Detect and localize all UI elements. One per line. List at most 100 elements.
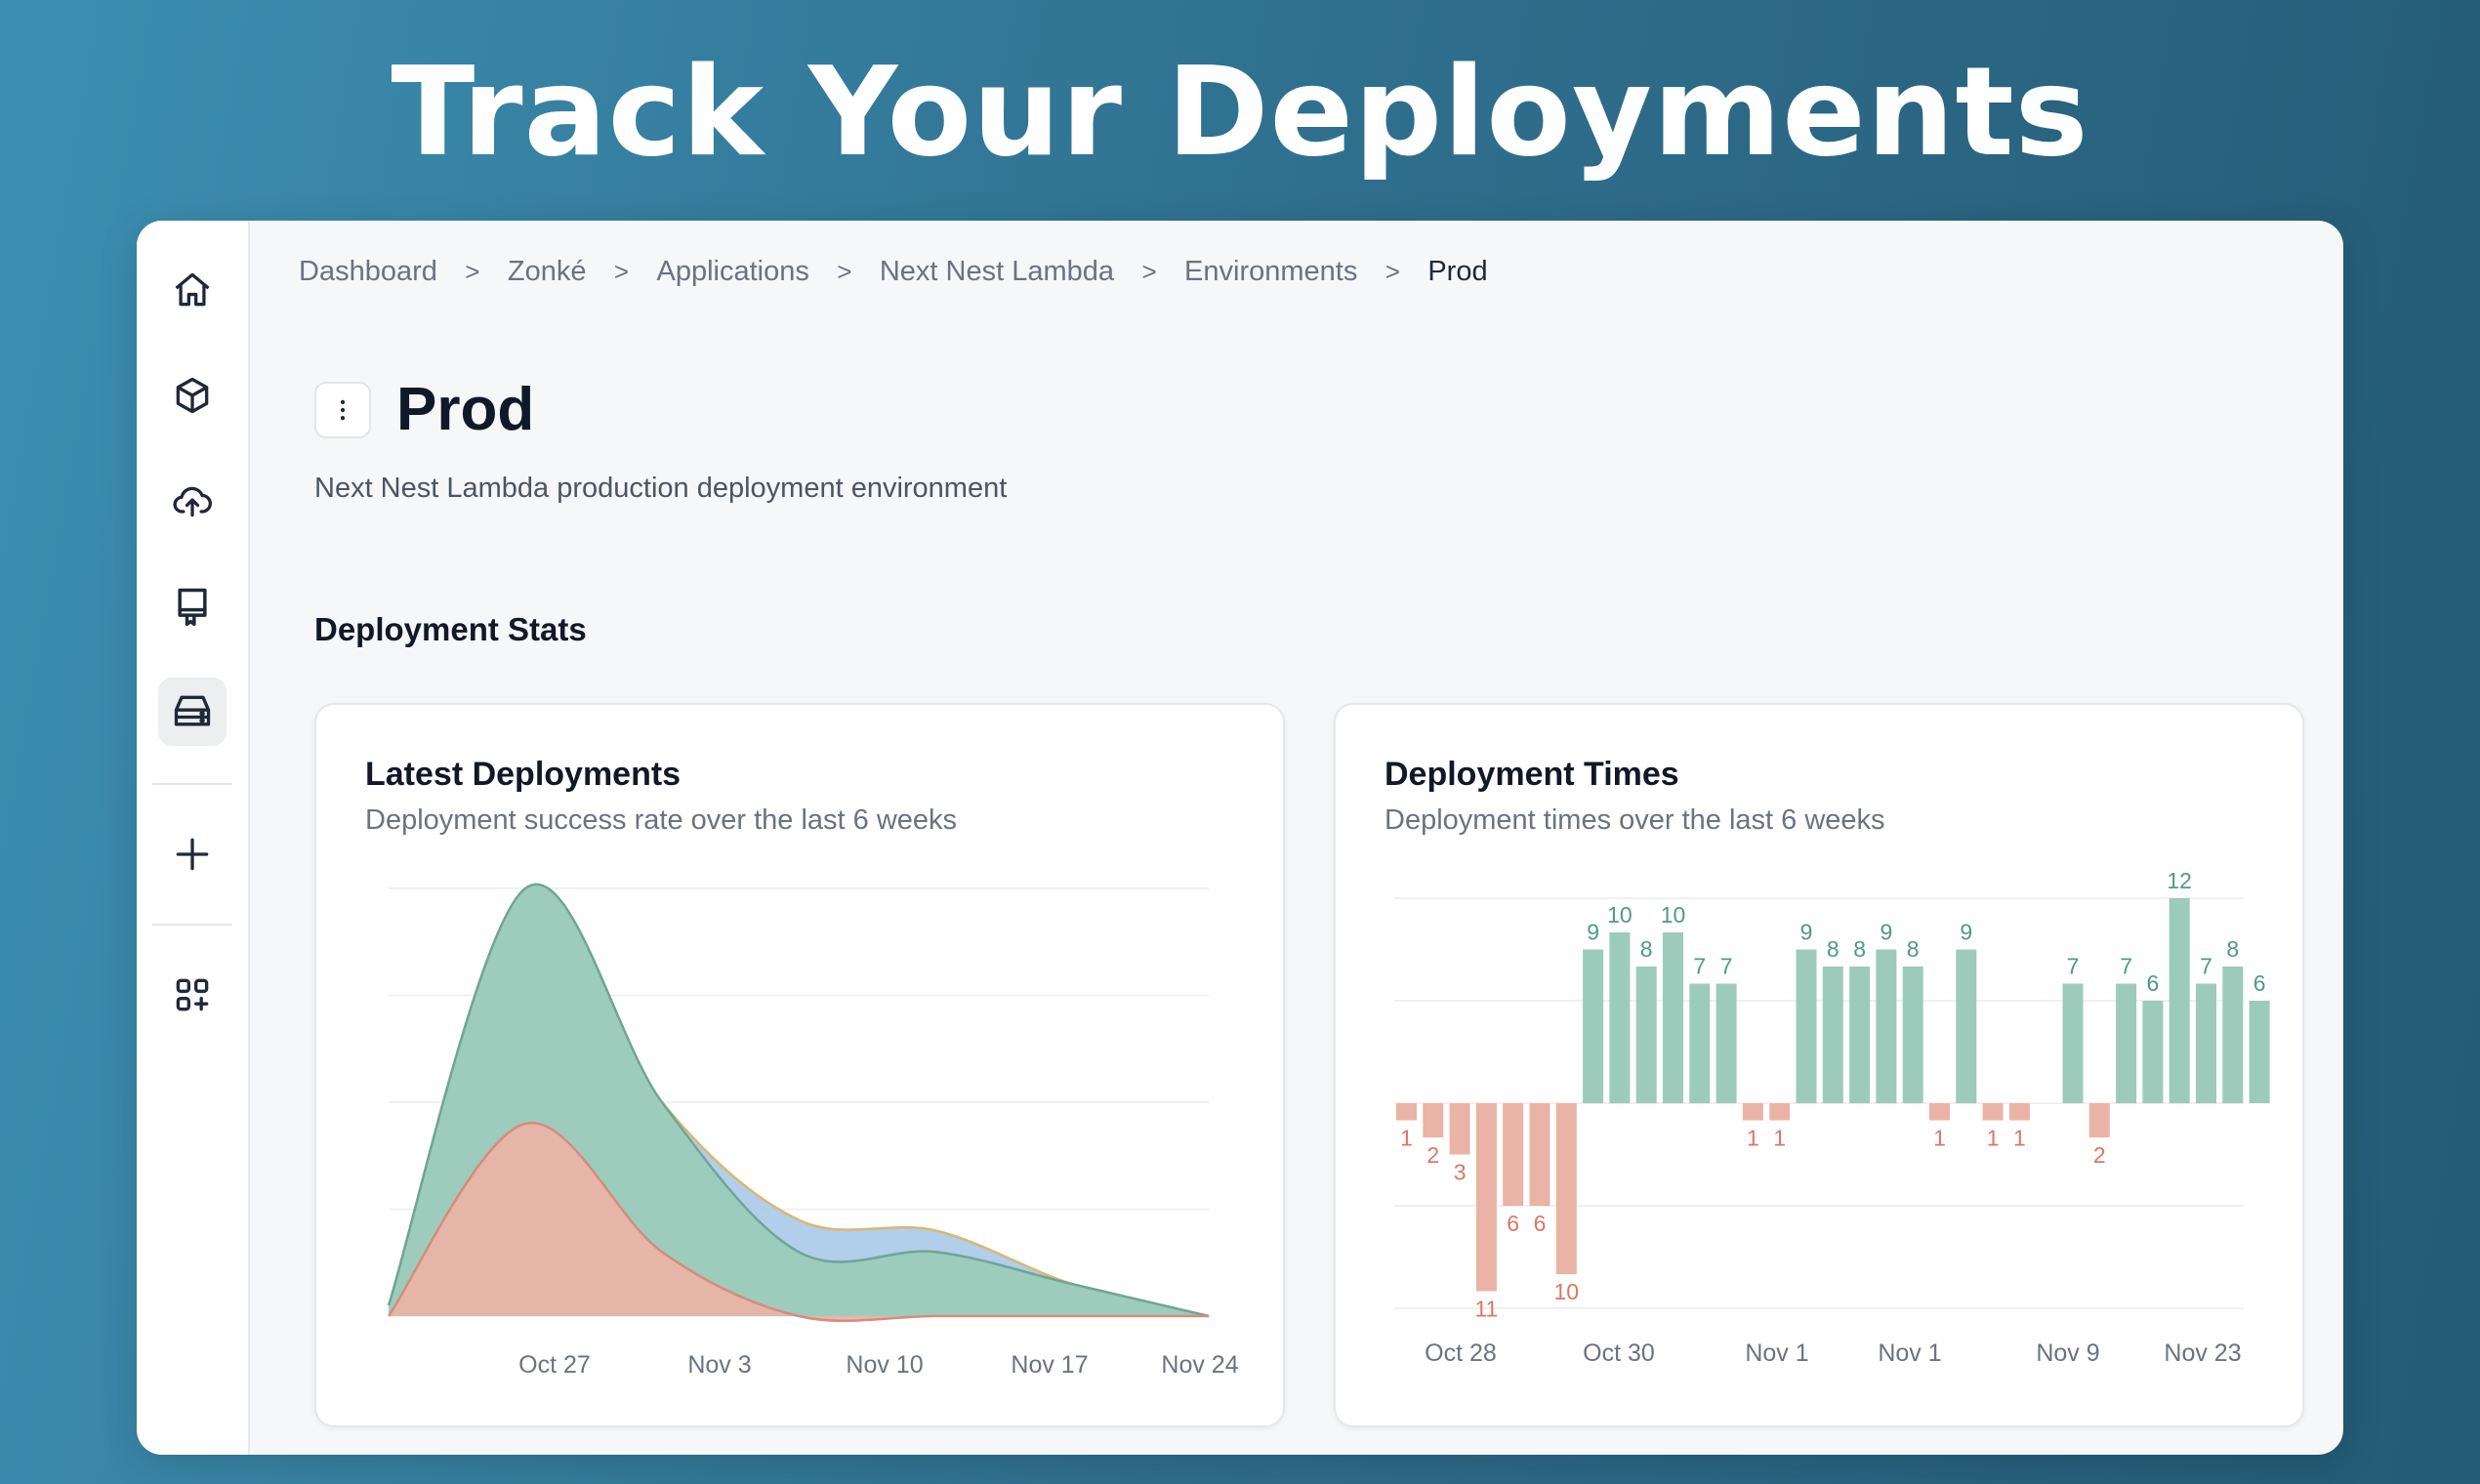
- cloud-upload-icon: [173, 486, 212, 517]
- bar-value-label: 6: [2253, 970, 2266, 996]
- deployment-bar[interactable]: [2008, 1103, 2030, 1121]
- deployment-bar[interactable]: [1902, 967, 1923, 1103]
- breadcrumb-separator: >: [465, 257, 480, 286]
- page-title: Prod: [396, 376, 535, 443]
- deployment-bar[interactable]: [2222, 967, 2244, 1103]
- breadcrumb-item-application[interactable]: Next Nest Lambda: [879, 256, 1115, 287]
- bar-value-label: 3: [1454, 1160, 1467, 1185]
- deployment-bar[interactable]: [1663, 932, 1683, 1103]
- x-tick-label: Nov 17: [1011, 1351, 1088, 1379]
- deployment-bar[interactable]: [1583, 949, 1604, 1104]
- sidebar-item-integrations[interactable]: [158, 961, 227, 1029]
- x-tick-label: Nov 10: [846, 1351, 923, 1379]
- deployment-bar[interactable]: [2169, 898, 2190, 1103]
- x-tick-label: Oct 27: [518, 1351, 591, 1379]
- deployment-bar[interactable]: [1555, 1103, 1577, 1274]
- breadcrumb-separator: >: [1141, 257, 1157, 286]
- area-series-success-line: [387, 883, 1210, 1318]
- deployment-bar[interactable]: [1929, 1103, 1950, 1121]
- sidebar-divider: [152, 924, 232, 926]
- breadcrumb-item-environments[interactable]: Environments: [1184, 256, 1358, 287]
- bar-value-label: 8: [2226, 936, 2239, 962]
- deployment-bar[interactable]: [1475, 1103, 1497, 1292]
- deployment-bar[interactable]: [1396, 1103, 1417, 1121]
- bar-value-label: 6: [1534, 1211, 1547, 1236]
- sidebar-item-deployments[interactable]: [158, 467, 227, 535]
- sidebar-divider: [152, 783, 232, 785]
- deployment-bar[interactable]: [1822, 967, 1843, 1103]
- bar-value-label: 1: [2013, 1126, 2026, 1151]
- sidebar-item-applications[interactable]: [158, 361, 227, 430]
- deployment-bar[interactable]: [1635, 967, 1657, 1103]
- x-tick-label: Nov 3: [687, 1351, 751, 1379]
- section-title: Deployment Stats: [314, 611, 587, 647]
- box-icon: [176, 377, 209, 414]
- deployment-bar[interactable]: [1742, 1103, 1763, 1121]
- bar-value-label: 9: [1800, 920, 1813, 945]
- card-subtitle: Deployment success rate over the last 6 …: [365, 804, 958, 836]
- bar-value-label: 9: [1881, 920, 1893, 945]
- deployment-bar[interactable]: [1849, 967, 1871, 1103]
- breadcrumb: Dashboard > Zonké > Applications > Next …: [299, 256, 1488, 288]
- deployment-bar[interactable]: [2088, 1103, 2110, 1137]
- breadcrumb-separator: >: [613, 257, 630, 286]
- bar-value-label: 7: [2120, 954, 2132, 979]
- x-tick-label: Nov 1: [1745, 1340, 1808, 1367]
- bar-value-label: 10: [1607, 902, 1633, 928]
- bar-value-label: 7: [1720, 954, 1733, 979]
- card-title: Deployment Times: [1385, 756, 1679, 793]
- deployment-bar[interactable]: [2249, 1001, 2270, 1103]
- deployment-bar[interactable]: [1796, 949, 1817, 1104]
- deployment-bar[interactable]: [1423, 1103, 1444, 1137]
- bar-value-label: 8: [1827, 936, 1839, 962]
- deployment-bar[interactable]: [1876, 949, 1897, 1104]
- sidebar-item-home[interactable]: [158, 256, 227, 324]
- deployment-bar[interactable]: [2062, 983, 2084, 1104]
- bar-value-label: 1: [1987, 1126, 2000, 1151]
- bar-value-label: 10: [1554, 1279, 1580, 1304]
- bar-value-label: 8: [1640, 936, 1653, 962]
- bar-value-label: 2: [1426, 1142, 1439, 1168]
- deployment-bar[interactable]: [1982, 1103, 2004, 1121]
- sidebar-item-repositories[interactable]: [158, 572, 227, 640]
- server-icon: [174, 695, 211, 726]
- x-tick-label: Nov 1: [1878, 1340, 1941, 1367]
- breadcrumb-item-applications[interactable]: Applications: [656, 256, 809, 287]
- bar-value-label: 1: [1773, 1126, 1786, 1151]
- bar-value-label: 7: [1693, 954, 1706, 979]
- deployment-bar[interactable]: [1715, 983, 1737, 1104]
- apps-add-icon: [176, 978, 209, 1011]
- deployment-bar[interactable]: [2116, 983, 2137, 1104]
- breadcrumb-item-dashboard[interactable]: Dashboard: [299, 256, 437, 287]
- deployment-times-card: Deployment Times Deployment times over t…: [1334, 703, 2304, 1427]
- x-tick-label: Nov 9: [2036, 1340, 2099, 1367]
- breadcrumb-item-current: Prod: [1427, 256, 1488, 287]
- more-options-button[interactable]: [314, 381, 371, 438]
- more-vertical-icon: [340, 399, 346, 420]
- deployment-bar[interactable]: [1956, 949, 1977, 1104]
- deployment-bar[interactable]: [1529, 1103, 1550, 1206]
- bar-value-label: 2: [2093, 1142, 2106, 1168]
- deployment-bar[interactable]: [1769, 1103, 1791, 1121]
- sidebar-item-add[interactable]: [158, 820, 227, 888]
- home-icon: [175, 272, 210, 307]
- app-window: Dashboard > Zonké > Applications > Next …: [137, 221, 2343, 1455]
- breadcrumb-separator: >: [1385, 257, 1400, 286]
- deployment-bar[interactable]: [1449, 1103, 1470, 1155]
- deployment-bar[interactable]: [2142, 1001, 2164, 1103]
- deployment-bar[interactable]: [1609, 932, 1631, 1103]
- bar-value-label: 8: [1853, 936, 1866, 962]
- area-series-failure-line: [387, 1122, 1209, 1323]
- deployment-bar[interactable]: [2196, 983, 2216, 1104]
- deployment-bar[interactable]: [1503, 1103, 1524, 1206]
- main-content: Dashboard > Zonké > Applications > Next …: [250, 221, 2343, 1455]
- bar-value-label: 12: [2167, 868, 2192, 893]
- x-tick-label: Nov 24: [1161, 1351, 1238, 1379]
- plus-icon: [176, 838, 209, 871]
- bar-value-label: 7: [2200, 954, 2212, 979]
- deployment-bar[interactable]: [1689, 983, 1711, 1104]
- repo-icon: [178, 588, 207, 627]
- breadcrumb-item-organization[interactable]: Zonké: [507, 256, 587, 287]
- sidebar-item-environments[interactable]: [158, 678, 227, 746]
